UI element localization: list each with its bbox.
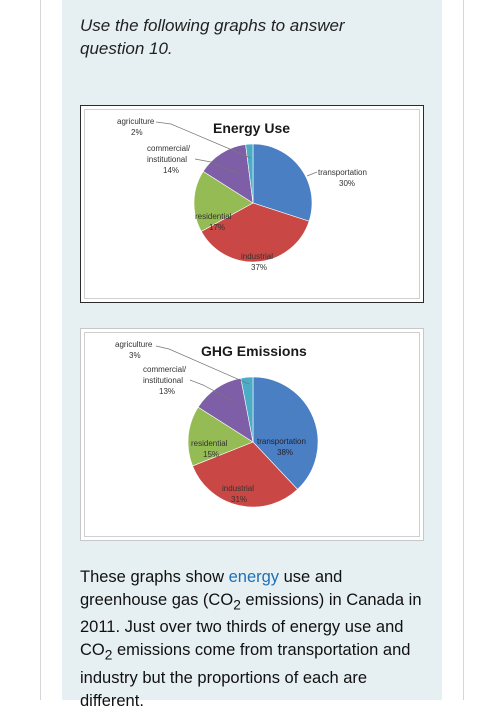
energy-use-slices bbox=[193, 143, 313, 263]
label-commercial-pct: 13% bbox=[159, 387, 175, 396]
label-commercial-pct: 14% bbox=[163, 166, 179, 175]
pie-slice-agriculture bbox=[245, 143, 254, 204]
para-text-2: use and greenhouse gas (CO bbox=[80, 568, 343, 609]
ghg-emissions-svg: GHG Emissions agriculture 3% commercial/… bbox=[115, 340, 319, 508]
leader-commercial bbox=[189, 379, 234, 402]
label-agriculture-pct: 2% bbox=[131, 128, 143, 137]
pie-slice-agriculture bbox=[240, 376, 254, 443]
label-transportation-pct: 38% bbox=[277, 448, 293, 457]
label-transportation-pct: 30% bbox=[339, 179, 355, 188]
label-transportation: transportation bbox=[257, 437, 306, 446]
label-residential-pct: 17% bbox=[209, 223, 225, 232]
label-residential-pct: 15% bbox=[203, 450, 219, 459]
pie-slice-residential bbox=[193, 170, 254, 232]
energy-link[interactable]: energy bbox=[228, 568, 280, 586]
chart-frame bbox=[84, 109, 420, 299]
pie-slice-industrial bbox=[192, 441, 298, 508]
label-commercial-1: commercial/ bbox=[143, 365, 187, 374]
pie-slice-transportation bbox=[252, 143, 313, 222]
question-intro: Use the following graphs to answer quest… bbox=[80, 16, 345, 58]
label-commercial-2: institutional bbox=[147, 155, 187, 164]
pie-slice-residential bbox=[187, 406, 254, 467]
right-rail bbox=[463, 0, 464, 700]
chart-frame bbox=[84, 332, 420, 537]
subscript-2: 2 bbox=[233, 597, 241, 613]
label-commercial-2: institutional bbox=[143, 376, 183, 385]
leader-transportation bbox=[306, 171, 318, 177]
ghg-emissions-chart: GHG Emissions agriculture 3% commercial/… bbox=[80, 328, 424, 541]
leader-agriculture bbox=[155, 121, 252, 159]
label-industrial: industrial bbox=[241, 252, 273, 261]
ghg-emissions-slices bbox=[187, 376, 319, 508]
left-rail bbox=[40, 0, 41, 700]
label-industrial-pct: 31% bbox=[231, 495, 247, 504]
energy-use-svg: Energy Use agriculture 2% commercial/ in… bbox=[117, 117, 367, 272]
pie-slice-industrial bbox=[200, 202, 310, 263]
label-residential: residential bbox=[191, 439, 228, 448]
label-agriculture: agriculture bbox=[115, 340, 153, 349]
label-industrial-pct: 37% bbox=[251, 263, 267, 272]
para-text-4: emissions come from transportation and i… bbox=[80, 641, 411, 710]
energy-use-chart: Energy Use agriculture 2% commercial/ in… bbox=[80, 105, 424, 303]
chart-title: GHG Emissions bbox=[201, 343, 307, 359]
label-residential: residential bbox=[195, 212, 232, 221]
leader-agriculture bbox=[155, 345, 250, 385]
pie-slice-commercial bbox=[202, 144, 254, 204]
subscript-2: 2 bbox=[104, 647, 113, 663]
label-agriculture-pct: 3% bbox=[129, 351, 141, 360]
label-commercial-1: commercial/ bbox=[147, 144, 191, 153]
para-text-3: emissions) in Canada in 2011. Just over … bbox=[80, 591, 422, 660]
label-transportation: transportation bbox=[318, 168, 367, 177]
pie-slice-transportation bbox=[252, 376, 319, 490]
label-industrial: industrial bbox=[222, 484, 254, 493]
para-text-1: These graphs show bbox=[80, 568, 229, 586]
chart-title: Energy Use bbox=[213, 120, 290, 136]
explanation-paragraph: These graphs show energy use and greenho… bbox=[80, 566, 430, 713]
label-agriculture: agriculture bbox=[117, 117, 155, 126]
leader-commercial bbox=[194, 158, 240, 175]
